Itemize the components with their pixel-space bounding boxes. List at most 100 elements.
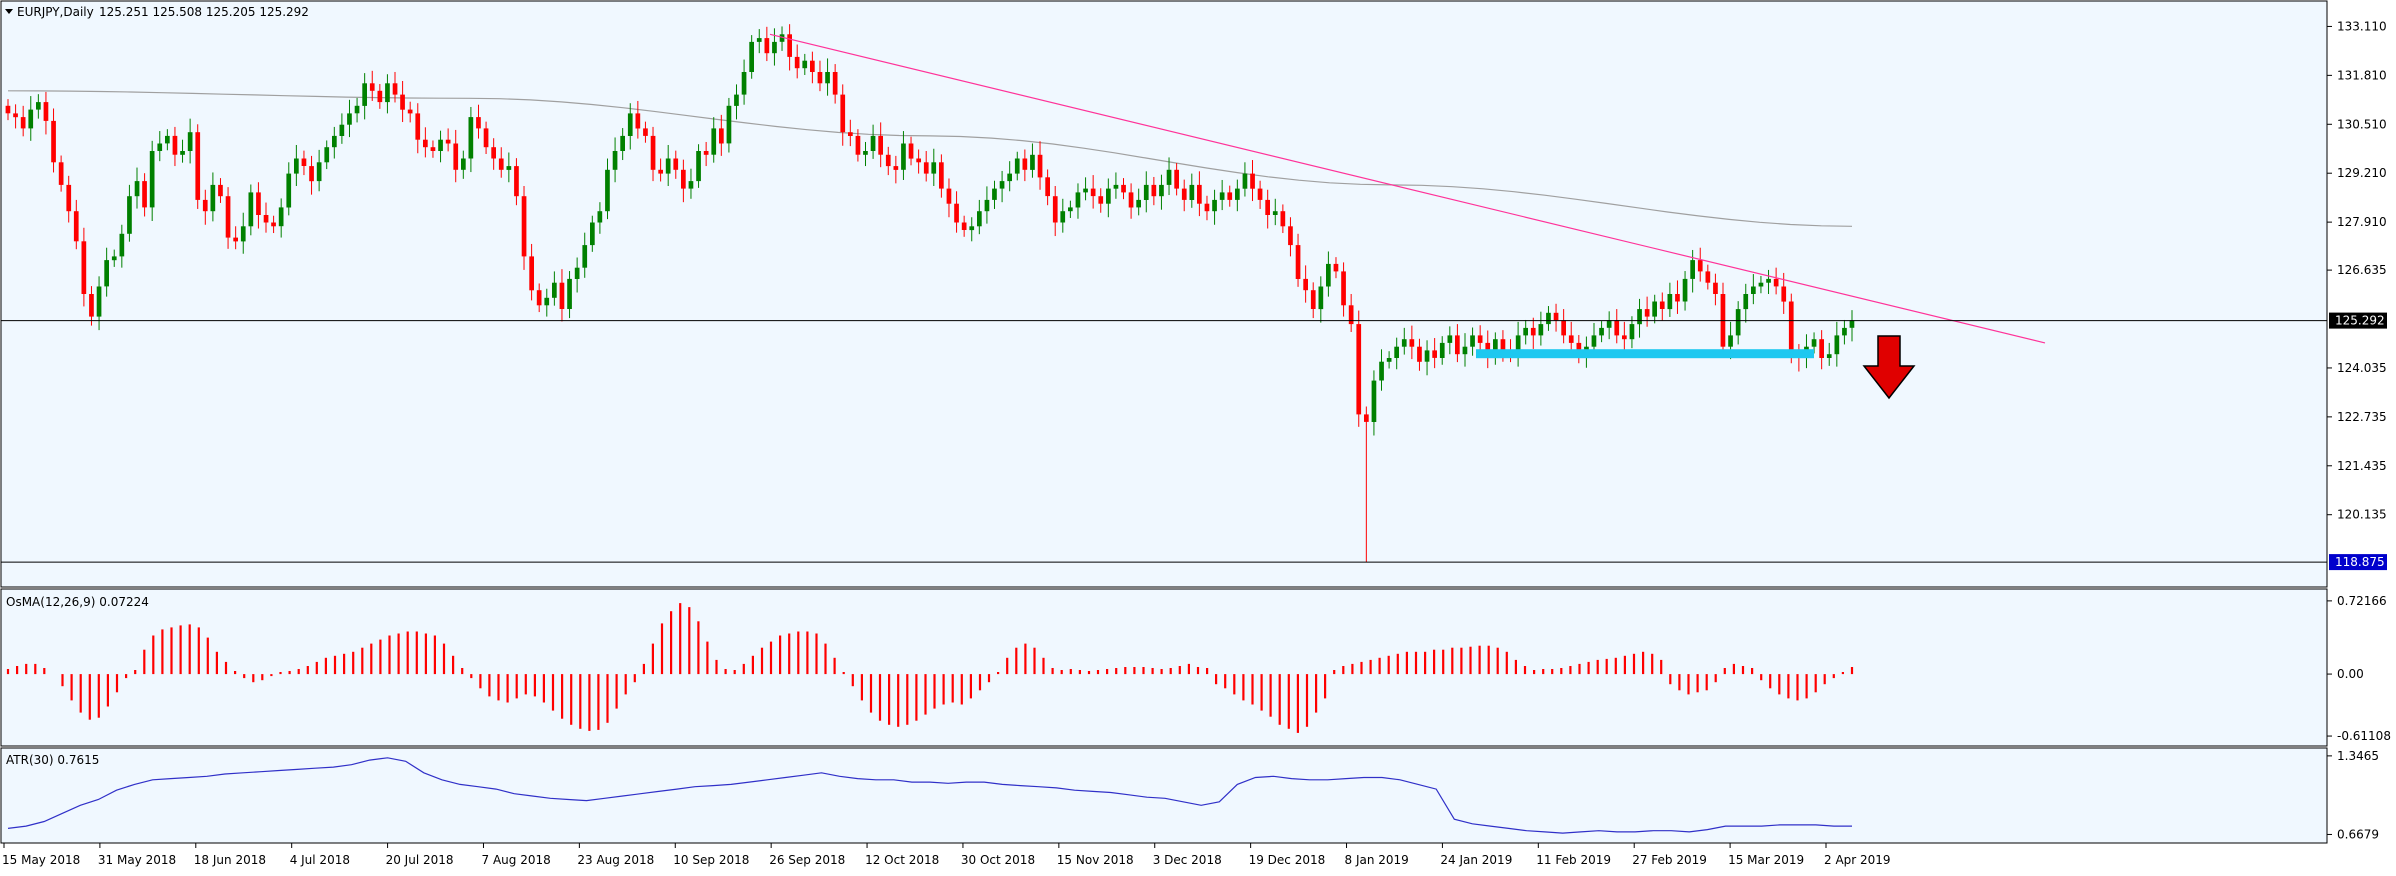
candle-body bbox=[468, 117, 474, 159]
candle-body bbox=[1295, 245, 1301, 279]
candle-body bbox=[1143, 184, 1149, 200]
price-axes: 133.110 131.810 130.510 129.210 127.910 126.6… bbox=[2327, 19, 2387, 571]
candle-body bbox=[1455, 335, 1460, 355]
candle-body bbox=[1652, 301, 1657, 317]
dropdown-triangle-icon[interactable] bbox=[5, 9, 13, 14]
date-tick-label: 7 Aug 2018 bbox=[482, 853, 551, 867]
candle-body bbox=[1546, 312, 1551, 325]
candle-body bbox=[1394, 346, 1399, 358]
price-tick-label: 127.910 bbox=[2337, 215, 2387, 229]
candle-body bbox=[1826, 354, 1832, 358]
candle-body bbox=[688, 181, 694, 189]
candle-body bbox=[946, 188, 952, 204]
candle-body bbox=[1477, 335, 1483, 343]
date-tick-label: 27 Feb 2019 bbox=[1632, 853, 1707, 867]
candle-body bbox=[1333, 263, 1339, 272]
low-price-tag-label: 118.875 bbox=[2335, 555, 2385, 569]
candle-body bbox=[119, 233, 125, 257]
candle-body bbox=[1766, 278, 1771, 283]
candle-body bbox=[559, 282, 565, 309]
candle-body bbox=[802, 60, 808, 69]
candle-body bbox=[1561, 320, 1566, 336]
candle-body bbox=[1515, 335, 1521, 355]
candle-body bbox=[536, 290, 542, 306]
candle-body bbox=[1250, 173, 1255, 189]
candle-body bbox=[225, 196, 231, 238]
trendline bbox=[769, 33, 2046, 344]
candle-body bbox=[794, 56, 800, 69]
candle-body bbox=[1606, 320, 1612, 328]
candle-body bbox=[658, 169, 663, 174]
date-tick-label: 18 Jun 2018 bbox=[194, 853, 266, 867]
candle-body bbox=[1128, 192, 1134, 208]
date-tick-label: 11 Feb 2019 bbox=[1536, 853, 1611, 867]
candle-body bbox=[1288, 226, 1293, 246]
date-tick-label: 19 Dec 2018 bbox=[1249, 853, 1326, 867]
candle-body bbox=[1212, 199, 1217, 212]
candle-body bbox=[939, 162, 944, 189]
candle-body bbox=[1644, 309, 1650, 317]
candle-body bbox=[529, 256, 534, 291]
support-zone bbox=[1476, 349, 1814, 359]
candle-body bbox=[111, 256, 117, 261]
candle-body bbox=[817, 72, 823, 84]
down-arrow-icon bbox=[1862, 335, 1916, 400]
candle-body bbox=[810, 60, 815, 72]
candle-body bbox=[703, 151, 709, 155]
candle-body bbox=[195, 132, 201, 200]
main-pane[interactable] bbox=[0, 0, 2328, 588]
candle-body bbox=[1576, 342, 1582, 355]
candle-body bbox=[1326, 263, 1331, 287]
candle-body bbox=[825, 72, 830, 84]
candle-body bbox=[643, 128, 648, 136]
candle-body bbox=[885, 154, 891, 167]
candle-body bbox=[385, 83, 390, 103]
candle-body bbox=[1151, 184, 1157, 197]
candle-body bbox=[20, 117, 26, 129]
candle-body bbox=[787, 34, 792, 57]
candle-body bbox=[1303, 278, 1308, 291]
candle-body bbox=[848, 132, 853, 136]
candle-body bbox=[332, 135, 337, 148]
candle-body bbox=[362, 83, 367, 106]
price-tick-label: 120.135 bbox=[2337, 508, 2387, 522]
candle-body bbox=[1538, 324, 1544, 336]
candle-body bbox=[1842, 327, 1847, 336]
candle-body bbox=[1310, 290, 1316, 309]
candle-body bbox=[165, 135, 170, 144]
candle-body bbox=[1037, 154, 1043, 178]
candle-body bbox=[726, 105, 732, 144]
candle-body bbox=[28, 109, 34, 129]
osma-pane[interactable] bbox=[0, 588, 2328, 747]
candle-body bbox=[1462, 346, 1468, 355]
candle-body bbox=[1470, 335, 1475, 347]
candle-body bbox=[256, 192, 261, 215]
candle-body bbox=[218, 184, 223, 197]
atr-pane[interactable] bbox=[0, 747, 2328, 844]
candle-body bbox=[908, 143, 914, 159]
candle-body bbox=[1007, 173, 1012, 182]
candle-body bbox=[1834, 335, 1840, 355]
candle-body bbox=[544, 297, 550, 306]
candle-body bbox=[1667, 294, 1673, 310]
candle-body bbox=[1659, 301, 1665, 309]
candle-body bbox=[620, 135, 625, 151]
atr-tick-label: 1.3465 bbox=[2337, 749, 2379, 763]
candle-body bbox=[1045, 177, 1050, 197]
candle-body bbox=[438, 139, 443, 151]
candle-body bbox=[1705, 271, 1711, 283]
candle-body bbox=[180, 151, 185, 155]
candle-body bbox=[1068, 207, 1073, 212]
candle-body bbox=[514, 166, 519, 197]
candle-body bbox=[665, 158, 671, 174]
candle-body bbox=[172, 135, 178, 155]
candle-body bbox=[347, 113, 352, 125]
candle-body bbox=[1379, 361, 1384, 381]
candle-body bbox=[916, 158, 921, 163]
candle-body bbox=[316, 162, 322, 182]
candle-body bbox=[1781, 286, 1787, 302]
candle-body bbox=[756, 38, 762, 42]
candle-body bbox=[423, 139, 428, 148]
